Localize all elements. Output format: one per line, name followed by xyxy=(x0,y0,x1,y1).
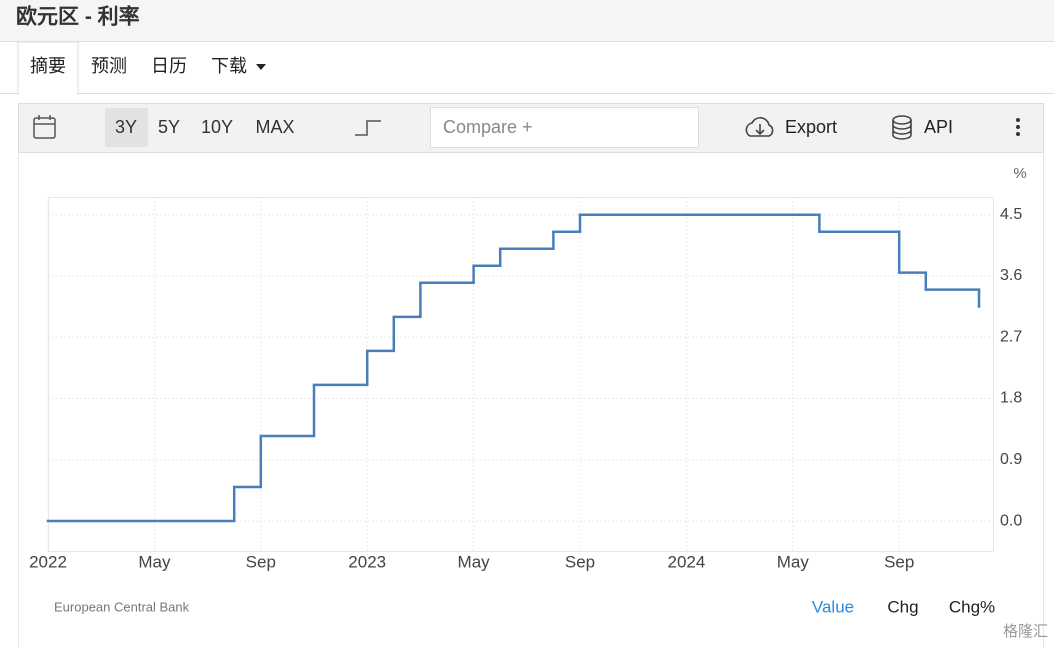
y-unit: % xyxy=(1013,165,1026,182)
end-point xyxy=(977,305,981,308)
y-tick-label: 3.6 xyxy=(1000,267,1022,284)
tab[interactable]: 摘要 xyxy=(30,56,66,76)
y-tick-label: 2.7 xyxy=(1000,328,1022,345)
source: European Central Bank xyxy=(54,599,190,614)
range-button[interactable]: 3Y xyxy=(115,117,137,137)
mode-button[interactable]: Value xyxy=(812,597,854,616)
tab[interactable]: 下载 xyxy=(211,56,247,76)
y-tick-label: 4.5 xyxy=(1000,206,1022,223)
x-tick-label: Sep xyxy=(884,552,914,571)
x-tick-label: Sep xyxy=(565,552,595,571)
compare-input[interactable] xyxy=(430,107,699,148)
tab[interactable]: 日历 xyxy=(151,56,187,76)
export-button[interactable]: Export xyxy=(785,117,837,137)
x-tick-label: Sep xyxy=(246,552,276,571)
calendar-icon[interactable] xyxy=(33,115,56,139)
dropdown-caret xyxy=(256,64,266,70)
api-button[interactable]: API xyxy=(924,117,953,137)
x-tick-label: 2024 xyxy=(667,552,705,571)
x-tick-label: May xyxy=(138,552,171,571)
y-tick-label: 0.9 xyxy=(1000,451,1022,468)
title-bar xyxy=(0,0,1054,41)
compare-placeholder: Compare + xyxy=(443,117,533,137)
tab[interactable]: 预测 xyxy=(91,56,127,76)
page-title: 欧元区 - 利率 xyxy=(16,5,140,29)
range-selected xyxy=(105,108,148,147)
mode-button[interactable]: Chg% xyxy=(949,597,995,616)
range-button[interactable]: 10Y xyxy=(201,117,233,137)
range-button[interactable]: MAX xyxy=(255,117,294,137)
x-tick-label: 2023 xyxy=(348,552,386,571)
plot: 0.0 0.9 1.8 2.7 3.6 4.5 2022 May Sep 2023 May Sep 20… xyxy=(29,197,1022,571)
api-icon[interactable] xyxy=(892,115,912,140)
chart-type-icon[interactable] xyxy=(355,120,381,136)
mode-button[interactable]: Chg xyxy=(887,597,918,616)
x-tick-label: 2022 xyxy=(29,552,67,571)
x-tick-label: May xyxy=(777,552,810,571)
more-menu[interactable] xyxy=(1016,118,1020,136)
plot-frame xyxy=(48,197,994,552)
tab-join xyxy=(19,90,77,95)
watermark: 格隆汇 xyxy=(1003,623,1048,640)
range-button[interactable]: 5Y xyxy=(158,117,180,137)
x-tick-label: May xyxy=(458,552,491,571)
y-tick-label: 0.0 xyxy=(1000,512,1022,529)
y-tick-label: 1.8 xyxy=(1000,390,1022,407)
export-icon[interactable] xyxy=(745,117,774,137)
